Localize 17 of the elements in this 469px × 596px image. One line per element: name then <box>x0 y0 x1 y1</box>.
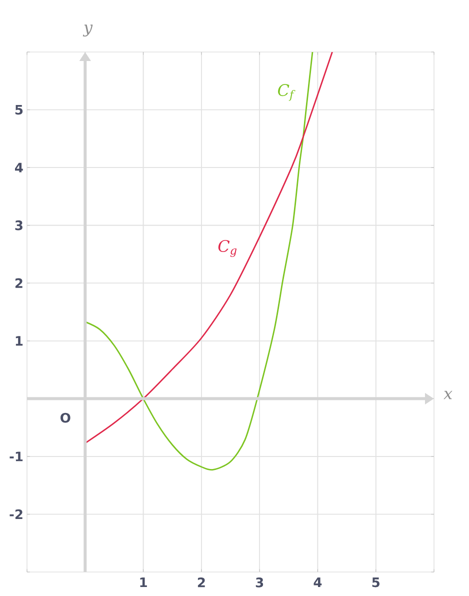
y-tick-label: -1 <box>10 452 23 462</box>
x-tick-label: 2 <box>198 578 205 588</box>
y-axis-title: y <box>82 24 93 36</box>
y-tick-label: 1 <box>16 336 23 346</box>
x-axis-title: x <box>444 390 452 400</box>
x-tick-label: 5 <box>372 578 380 588</box>
y-tick-label: -2 <box>10 509 22 520</box>
series-label: C$_{g}$ <box>218 240 237 257</box>
series-label: C$_{f}$ <box>278 84 296 101</box>
x-tick-label: 4 <box>314 578 322 588</box>
annotation: O <box>60 412 70 423</box>
x-tick-label: 1 <box>140 578 147 588</box>
x-tick-label: 3 <box>256 578 264 588</box>
y-tick-label: 2 <box>15 278 22 288</box>
y-tick-label: 4 <box>15 162 23 172</box>
y-tick-label: 3 <box>15 220 22 230</box>
y-tick-label: 5 <box>15 104 23 115</box>
